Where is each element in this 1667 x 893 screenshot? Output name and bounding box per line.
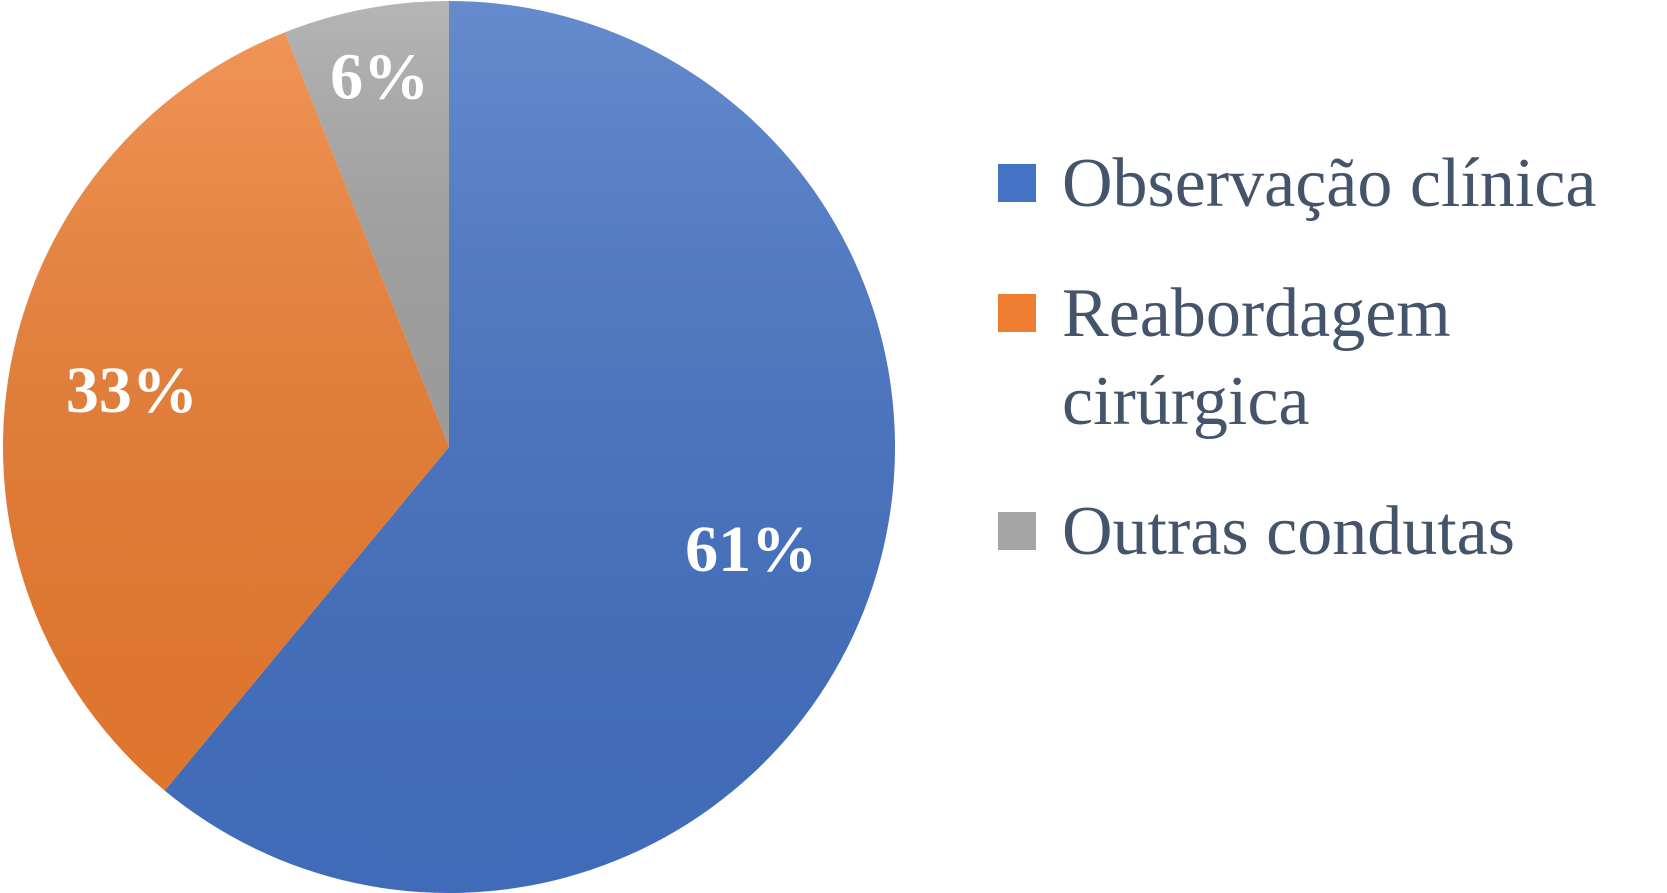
slice-shade bbox=[2, 32, 449, 791]
value-label: 6% bbox=[330, 41, 429, 114]
value-label: 61% bbox=[685, 513, 817, 586]
legend-item: Reabordagem cirúrgica bbox=[998, 270, 1658, 446]
legend-label: Outras condutas bbox=[1062, 493, 1515, 570]
legend-swatch bbox=[998, 294, 1036, 332]
legend-label: Reabordagem cirúrgica bbox=[1062, 275, 1451, 440]
legend-item: Outras condutas bbox=[998, 488, 1658, 576]
value-label: 33% bbox=[66, 354, 198, 427]
legend-item: Observação clínica bbox=[998, 140, 1658, 228]
legend-swatch bbox=[998, 164, 1036, 202]
slice-shade bbox=[284, 1, 449, 447]
legend-swatch bbox=[998, 512, 1036, 550]
slice-shade bbox=[164, 1, 896, 893]
legend: Observação clínica Reabordagem cirúrgica O… bbox=[998, 140, 1658, 618]
chart: 61% 33% 6% bbox=[2, 1, 896, 893]
legend-label: Observação clínica bbox=[1062, 145, 1597, 222]
